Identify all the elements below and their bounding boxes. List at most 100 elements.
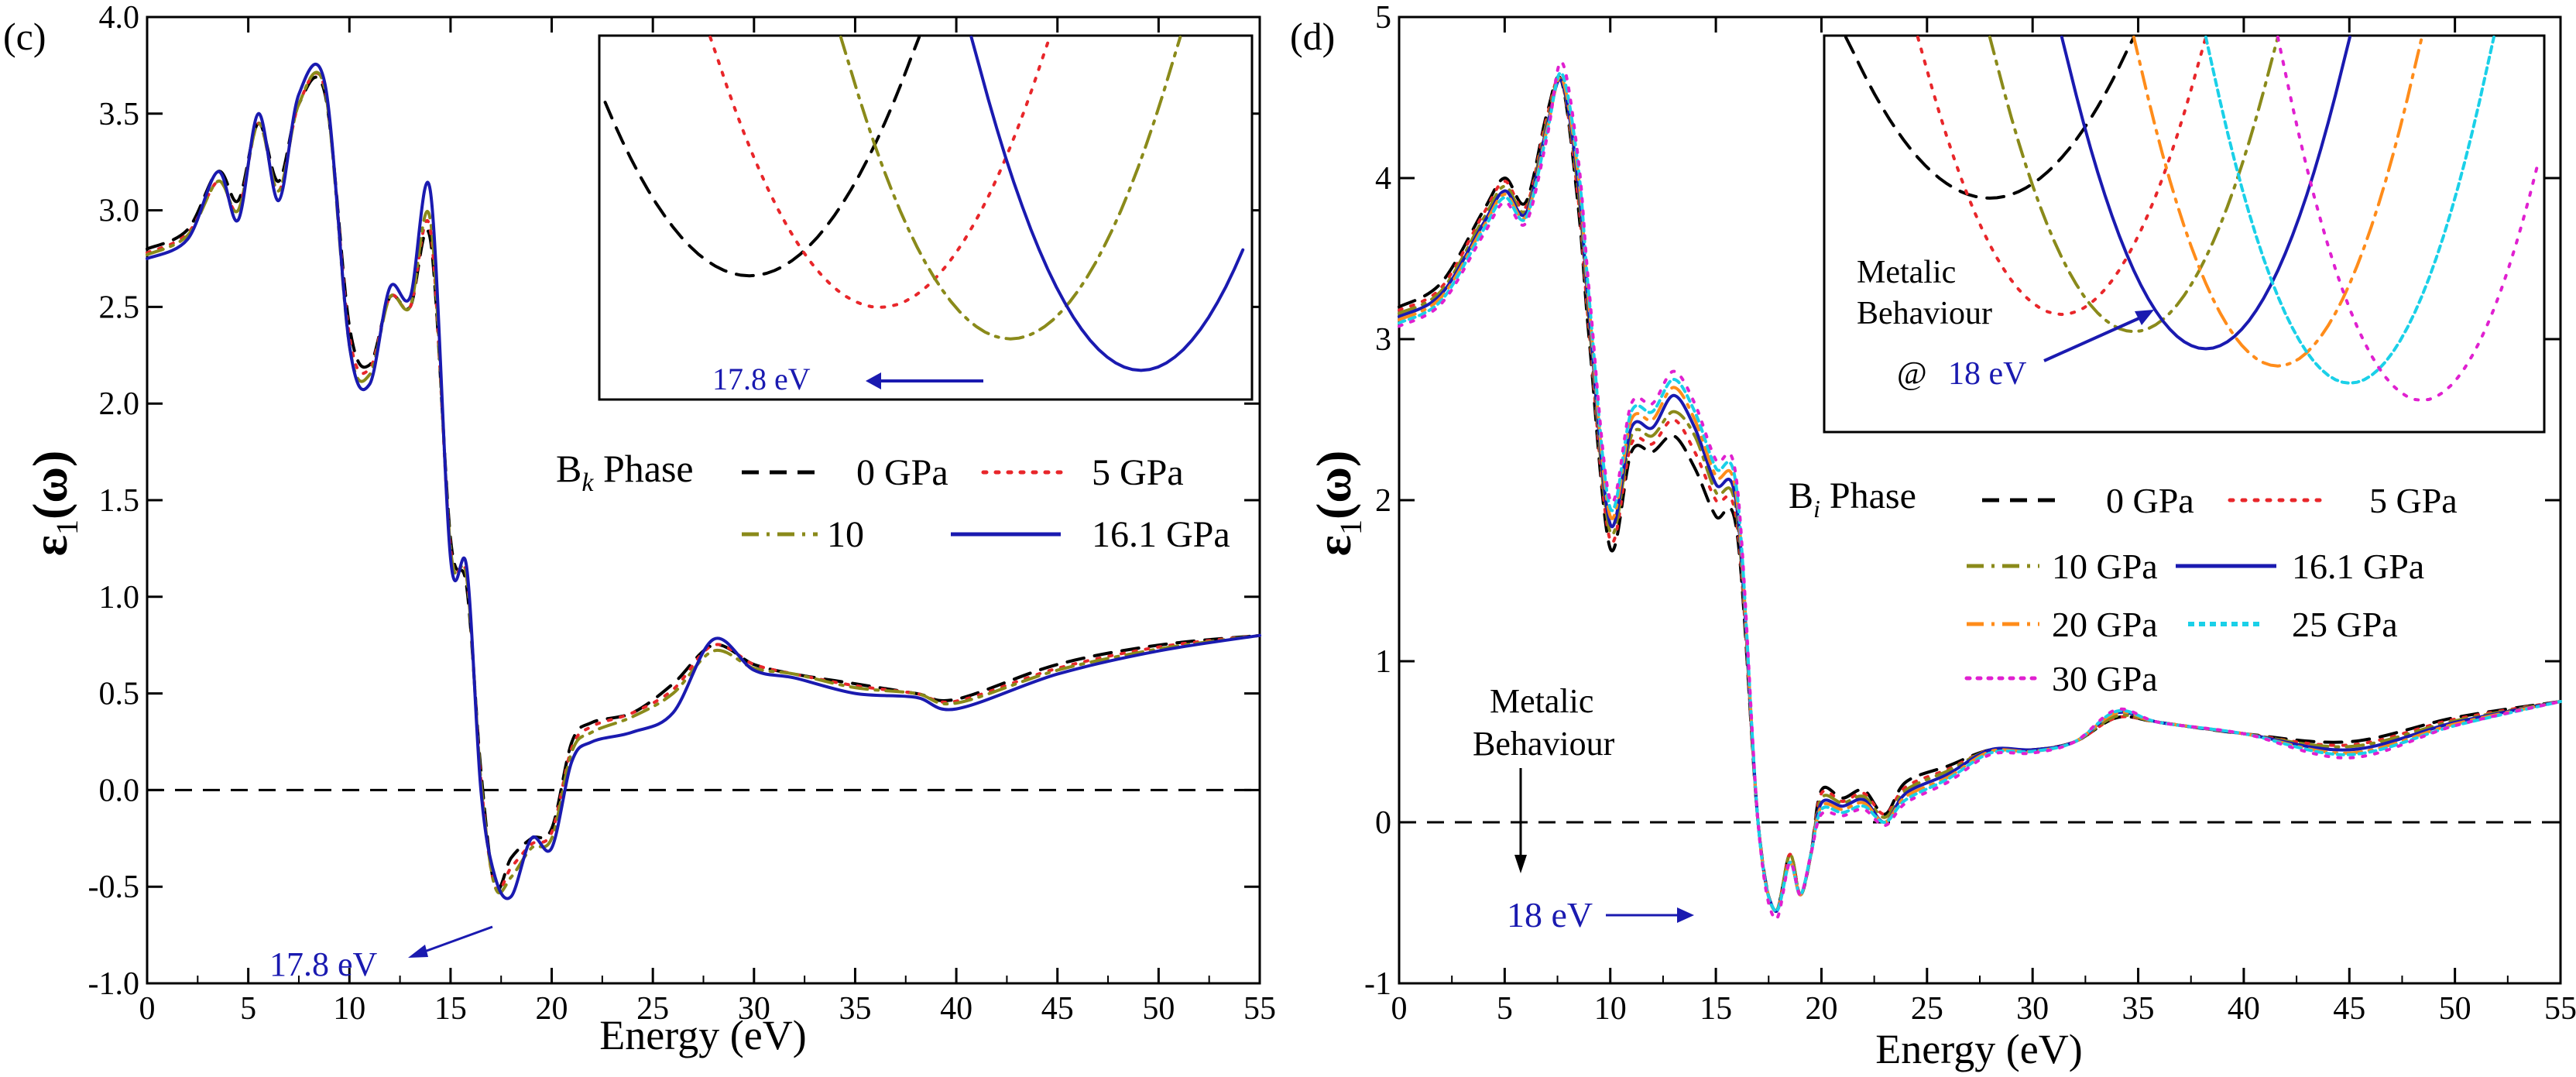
annotation-label-d: 18 eV xyxy=(1507,895,1593,935)
x-tick-label-d: 5 xyxy=(1497,991,1513,1027)
y-tick-label-d: 3 xyxy=(1375,322,1391,358)
x-tick-label-d: 30 xyxy=(2016,991,2049,1027)
inset-label-line1-d: Metalic xyxy=(1857,255,1956,290)
x-axis-label-d: Energy (eV) xyxy=(1875,1026,2082,1072)
x-tick-label-c: 0 xyxy=(139,991,156,1027)
x-tick-label-d: 20 xyxy=(1805,991,1837,1027)
inset-curve-d-4 xyxy=(2132,36,2423,368)
x-tick-label-c: 55 xyxy=(1243,991,1276,1027)
legend-label-5gpa-d: 5 GPa xyxy=(2369,481,2458,520)
y-tick-label-d: 4 xyxy=(1375,161,1391,197)
legend-label-0gpa-d: 0 GPa xyxy=(2106,481,2194,520)
inset-arrow-d xyxy=(2043,316,2142,362)
y-tick-label-c: 4.0 xyxy=(99,0,140,36)
x-tick-label-c: 40 xyxy=(940,991,972,1027)
series-group-c xyxy=(146,63,1261,900)
x-tick-label-c: 35 xyxy=(839,991,871,1027)
inset-arrowhead-c xyxy=(866,372,881,389)
y-tick-label-c: 3.0 xyxy=(99,194,140,229)
y-tick-label-d: 2 xyxy=(1375,483,1391,519)
inset-frame-d xyxy=(1823,34,2546,434)
legend-label-25gpa-d: 25 GPa xyxy=(2292,605,2398,644)
inset-curve-c-2 xyxy=(839,36,1182,341)
legend-d: Bi Phase 0 GPa 5 GPa 10 GPa 16.1 GPa 20 … xyxy=(1789,475,2458,698)
metallic-arrowhead-d xyxy=(1514,855,1527,873)
y-tick-label-c: 0.0 xyxy=(99,773,140,808)
y-tick-label-c: -0.5 xyxy=(88,869,140,905)
inset-curves-d xyxy=(1844,36,2539,403)
legend-phase-d: Bi Phase xyxy=(1789,475,1916,523)
inset-curves-c xyxy=(603,36,1245,372)
x-tick-label-d: 50 xyxy=(2439,991,2471,1027)
legend-label-16gpa-d: 16.1 GPa xyxy=(2292,547,2424,586)
annotation-arrowhead-d xyxy=(1677,907,1694,923)
panel-c: (c) 0 5 10 15 20 25 30 35 40 45 50 55 -1.0 -0.5 0.0 0.5… xyxy=(3,0,1276,1058)
x-tick-label-d: 25 xyxy=(1911,991,1943,1027)
panel-label-c: (c) xyxy=(3,15,46,58)
inset-arrow-label-c: 17.8 eV xyxy=(712,362,811,396)
inset-arrowhead-d xyxy=(2135,310,2154,325)
inset-arrow-label-d: 18 eV xyxy=(1948,356,2026,392)
series-line-c-3 xyxy=(146,63,1261,900)
inset-curve-c-3 xyxy=(969,36,1245,372)
x-tick-label-d: 35 xyxy=(2122,991,2155,1027)
x-tick-label-c: 25 xyxy=(636,991,669,1027)
x-tick-label-c: 15 xyxy=(434,991,467,1027)
y-tick-label-d: -1 xyxy=(1364,966,1391,1002)
x-tick-label-c: 45 xyxy=(1041,991,1074,1027)
legend-label-10gpa-c: 10 xyxy=(827,514,864,555)
legend-label-10gpa-d: 10 GPa xyxy=(2052,547,2158,586)
x-tick-label-d: 15 xyxy=(1700,991,1732,1027)
x-tick-label-c: 5 xyxy=(240,991,256,1027)
inset-c: 17.8 eV xyxy=(598,34,1254,401)
inset-curve-d-3 xyxy=(2060,36,2351,351)
y-tick-label-c: 1.0 xyxy=(99,580,140,616)
x-tick-label-c: 30 xyxy=(738,991,770,1027)
metallic-label-line1-d: Metalic xyxy=(1490,682,1593,720)
x-tick-label-c: 50 xyxy=(1142,991,1175,1027)
y-tick-label-d: 1 xyxy=(1375,644,1391,680)
y-tick-label-c: -1.0 xyxy=(88,966,140,1002)
y-tick-label-c: 0.5 xyxy=(99,677,140,712)
y-tick-label-d: 5 xyxy=(1375,0,1391,36)
series-line-c-2 xyxy=(146,70,1261,895)
y-tick-label-c: 2.5 xyxy=(99,290,140,325)
x-tick-label-c: 10 xyxy=(333,991,365,1027)
metallic-label-line2-d: Behaviour xyxy=(1473,725,1615,763)
inset-curve-c-0 xyxy=(603,36,921,278)
inset-label-line2-d: Behaviour xyxy=(1857,296,1992,331)
y-tick-label-c: 2.0 xyxy=(99,386,140,422)
inset-frame-c xyxy=(598,34,1254,401)
y-axis-label-c: ε1(ω) xyxy=(22,451,84,557)
x-axis-label-c: Energy (eV) xyxy=(599,1012,806,1058)
x-tick-label-d: 40 xyxy=(2228,991,2260,1027)
legend-label-30gpa-d: 30 GPa xyxy=(2052,659,2158,698)
inset-curve-c-1 xyxy=(708,36,1051,309)
y-axis-label-d: ε1(ω) xyxy=(1306,451,1368,557)
legend-phase-c: Bk Phase xyxy=(556,447,694,497)
inset-curve-d-2 xyxy=(1988,36,2279,334)
y-tick-label-c: 3.5 xyxy=(99,97,140,132)
legend-label-16gpa-c: 16.1 GPa xyxy=(1092,514,1230,555)
x-tick-label-d: 45 xyxy=(2333,991,2365,1027)
annotation-arrow-c xyxy=(417,925,493,955)
legend-c: Bk Phase 0 GPa 5 GPa 10 16.1 GPa xyxy=(556,447,1230,555)
series-line-d-6 xyxy=(1398,60,2562,921)
legend-label-5gpa-c: 5 GPa xyxy=(1092,452,1184,493)
inset-curve-d-5 xyxy=(2204,36,2495,385)
legend-label-20gpa-d: 20 GPa xyxy=(2052,605,2158,644)
panel-label-d: (d) xyxy=(1290,15,1335,58)
x-tick-label-d: 0 xyxy=(1391,991,1408,1027)
inset-at-symbol-d: @ xyxy=(1897,356,1927,392)
x-tick-label-d: 55 xyxy=(2544,991,2576,1027)
y-tick-label-c: 1.5 xyxy=(99,483,140,519)
x-tick-label-c: 20 xyxy=(536,991,568,1027)
series-group-d xyxy=(1398,60,2562,921)
annotation-label-c: 17.8 eV xyxy=(269,945,378,983)
inset-curve-d-6 xyxy=(2276,36,2539,403)
legend-label-0gpa-c: 0 GPa xyxy=(856,452,948,493)
inset-d: Metalic Behaviour @ 18 eV xyxy=(1823,34,2546,434)
